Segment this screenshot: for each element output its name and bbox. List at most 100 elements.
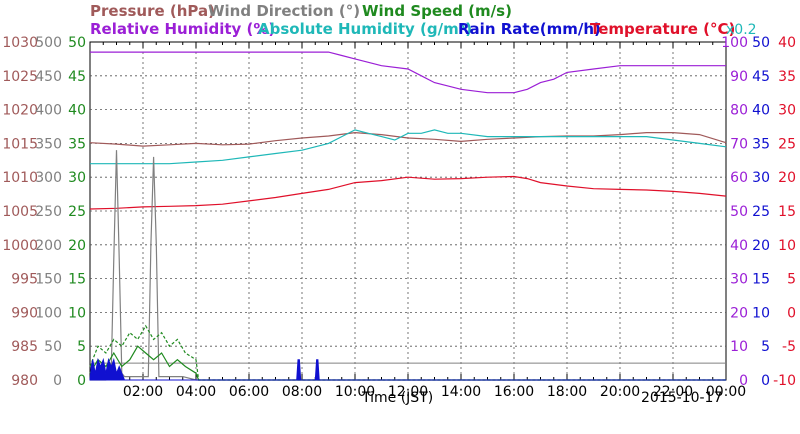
- relative-humidity-tick-label: 90: [730, 69, 748, 85]
- wind-direction-tick-label: 400: [35, 103, 62, 119]
- relative-humidity-tick-label: 40: [730, 238, 748, 254]
- wind-direction-tick-label: 350: [35, 136, 62, 152]
- temperature-tick-label: 20: [778, 170, 796, 186]
- x-axis-label: Time (JST): [361, 390, 433, 406]
- pressure-tick-label: 1000: [2, 238, 38, 254]
- wind-direction-tick-label: 250: [35, 204, 62, 220]
- date-label: 2015-10-17: [641, 390, 722, 406]
- wind-direction-tick-label: 0: [53, 373, 62, 389]
- x-tick-label: 20:00: [600, 384, 640, 400]
- series-absolute-humidity: [90, 129, 727, 165]
- temperature-tick-label: -10: [773, 373, 796, 389]
- wind-speed-tick-label: 45: [68, 69, 86, 85]
- temperature-tick-label: -5: [782, 339, 796, 355]
- wind-speed-tick-label: 30: [68, 170, 86, 186]
- rain-rate-tick-label: 30: [752, 170, 770, 186]
- temperature-tick-label: 25: [778, 136, 796, 152]
- relative-humidity-title: Relative Humidity (%): [90, 20, 275, 38]
- pressure-tick-label: 995: [11, 272, 38, 288]
- wind-speed-tick-label: 40: [68, 103, 86, 119]
- pressure-title: Pressure (hPa): [90, 2, 215, 20]
- wind-speed-tick-label: 0: [77, 373, 86, 389]
- pressure-tick-label: 985: [11, 339, 38, 355]
- rain-rate-tick-label: 15: [752, 272, 770, 288]
- series-pressure: [89, 131, 727, 147]
- temperature-tick-label: 10: [778, 238, 796, 254]
- pressure-tick-label: 1030: [2, 35, 38, 51]
- relative-humidity-tick-label: 60: [730, 170, 748, 186]
- rain-rate-tick-label: 20: [752, 238, 770, 254]
- rain-rate-title: Rain Rate(mm/h): [458, 20, 601, 38]
- x-tick-label: 00:00: [706, 384, 746, 400]
- series-wind-direction: [90, 150, 726, 381]
- rain-rate-tick-label: 5: [761, 339, 770, 355]
- temperature-tick-label: 30: [778, 103, 796, 119]
- wind-direction-tick-label: 150: [35, 272, 62, 288]
- relative-humidity-tick-label: 20: [730, 305, 748, 321]
- series-temperature: [89, 175, 727, 210]
- relative-humidity-tick-label: 10: [730, 339, 748, 355]
- pressure-tick-label: 980: [11, 373, 38, 389]
- x-tick-label: 16:00: [494, 384, 534, 400]
- x-tick-label: 06:00: [229, 384, 269, 400]
- wind-speed-tick-label: 15: [68, 272, 86, 288]
- series-relative-humidity: [90, 51, 726, 94]
- multiplier-label: x0.2: [726, 22, 757, 38]
- pressure-tick-label: 1010: [2, 170, 38, 186]
- temperature-tick-label: 40: [778, 35, 796, 51]
- wind-direction-tick-label: 450: [35, 69, 62, 85]
- x-tick-label: 10:00: [335, 384, 375, 400]
- wind-speed-tick-label: 35: [68, 136, 86, 152]
- relative-humidity-tick-label: 100: [721, 35, 748, 51]
- rain-rate-tick-label: 0: [761, 373, 770, 389]
- wind-speed-tick-label: 50: [68, 35, 86, 51]
- pressure-tick-label: 1005: [2, 204, 38, 220]
- wind-direction-tick-label: 500: [35, 35, 62, 51]
- tick-labels: 1030102510201015101010051000995990985980…: [2, 35, 796, 400]
- x-tick-label: 08:00: [282, 384, 322, 400]
- rain-rate-tick-label: 45: [752, 69, 770, 85]
- wind-direction-tick-label: 100: [35, 305, 62, 321]
- wind-speed-tick-label: 5: [77, 339, 86, 355]
- temperature-tick-label: 35: [778, 69, 796, 85]
- relative-humidity-tick-label: 30: [730, 272, 748, 288]
- series-wind-speed-max: [89, 324, 726, 381]
- relative-humidity-tick-label: 0: [739, 373, 748, 389]
- rain-rate-tick-label: 10: [752, 305, 770, 321]
- wind-direction-title: Wind Direction (°): [208, 2, 360, 20]
- rain-rate-tick-label: 50: [752, 35, 770, 51]
- rain-rate-tick-label: 25: [752, 204, 770, 220]
- pressure-tick-label: 990: [11, 305, 38, 321]
- temperature-tick-label: 15: [778, 204, 796, 220]
- wind-direction-tick-label: 50: [44, 339, 62, 355]
- temperature-title: Temperature (°C): [590, 20, 735, 38]
- relative-humidity-tick-label: 70: [730, 136, 748, 152]
- relative-humidity-tick-label: 50: [730, 204, 748, 220]
- wind-speed-tick-label: 10: [68, 305, 86, 321]
- x-tick-label: 22:00: [653, 384, 693, 400]
- grid: [89, 42, 727, 380]
- temperature-tick-label: 5: [787, 272, 796, 288]
- wind-direction-tick-label: 200: [35, 238, 62, 254]
- temperature-tick-label: 0: [787, 305, 796, 321]
- rain-rate-tick-label: 35: [752, 136, 770, 152]
- x-tick-label: 18:00: [547, 384, 587, 400]
- absolute-humidity-title: Absolute Humidity (g/m³): [258, 20, 472, 38]
- x-tick-label: 04:00: [176, 384, 216, 400]
- wind-speed-tick-label: 20: [68, 238, 86, 254]
- x-tick-label: 02:00: [123, 384, 163, 400]
- relative-humidity-tick-label: 80: [730, 103, 748, 119]
- wind-direction-tick-label: 300: [35, 170, 62, 186]
- x-tick-label: 14:00: [441, 384, 481, 400]
- series-lines: [89, 51, 727, 381]
- pressure-tick-label: 1020: [2, 103, 38, 119]
- pressure-tick-label: 1015: [2, 136, 38, 152]
- wind-speed-tick-label: 25: [68, 204, 86, 220]
- series-rain-rate: [89, 357, 726, 381]
- series-wind-speed: [89, 345, 726, 381]
- wind-speed-title: Wind Speed (m/s): [362, 2, 512, 20]
- x-tick-label: 12:00: [388, 384, 428, 400]
- rain-rate-tick-label: 40: [752, 103, 770, 119]
- pressure-tick-label: 1025: [2, 69, 38, 85]
